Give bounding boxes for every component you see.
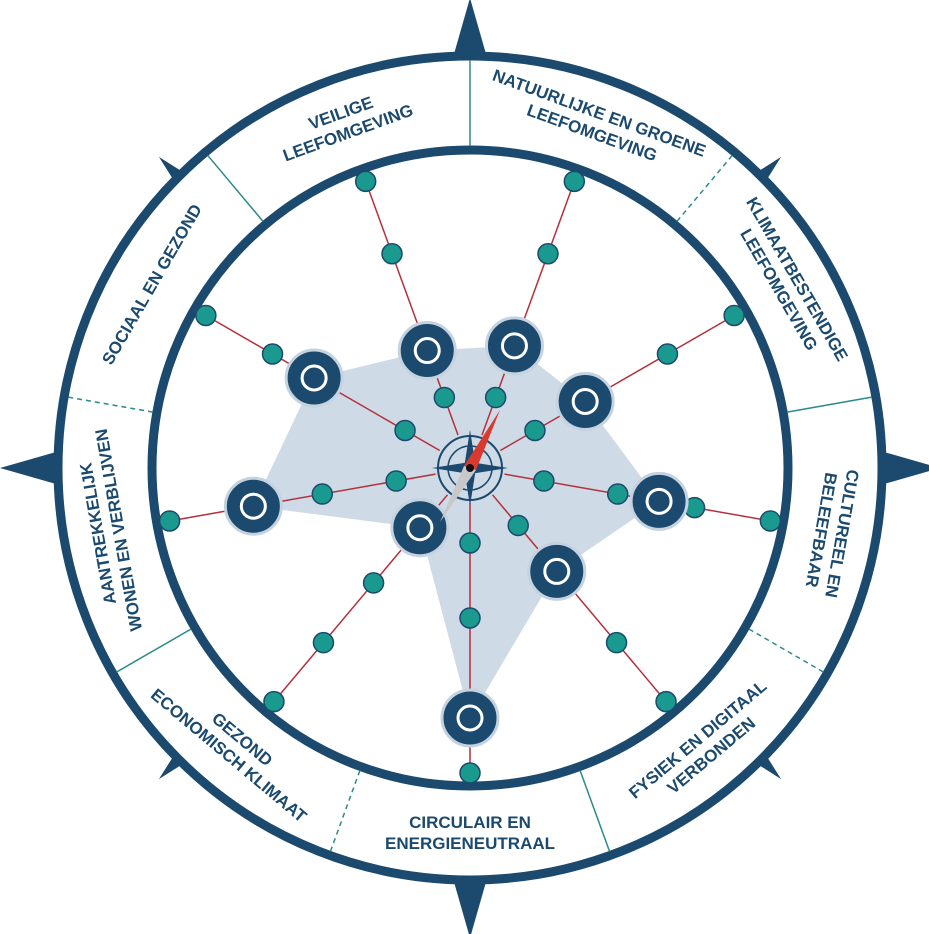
spoke-dot [459,762,481,784]
sector-divider [579,770,611,852]
theme-icon [223,476,283,536]
theme-icon [555,372,615,431]
sector-divider [207,154,264,222]
spoke-dot [605,631,628,654]
spoke-dot [723,304,745,327]
theme-icon-glyph [456,704,484,732]
spoke-dot [507,514,529,537]
spoke-dot [537,243,559,265]
center-compass [432,410,508,522]
spoke-dot [459,607,481,629]
spoke-dot [655,690,677,713]
theme-icon-glyph [645,487,673,515]
sector-dividers [68,60,872,852]
sector-label: CIRCULAIR EN ENERGIENEUTRAAL [385,813,555,853]
spoke-dot [195,304,217,327]
spoke-dot [656,343,679,365]
spoke-dot [263,690,285,713]
theme-icon-glyph [413,337,441,365]
theme-icon-glyph [406,514,434,542]
theme-icon-glyph [500,332,528,360]
spoke-dot [563,170,586,193]
theme-icon [527,541,587,601]
spoke-dot [311,483,334,505]
theme-icon [629,471,689,531]
compass-point [450,0,490,68]
sector-divider [786,396,872,413]
spoke-dot [312,631,335,654]
spoke-dot [354,170,377,193]
spoke-dot [433,386,456,409]
spoke-dot [158,510,181,532]
spoke-dot [261,343,284,365]
theme-icon-glyph [300,364,328,392]
theme-icon-glyph [543,557,571,585]
spoke-dot [533,470,555,492]
spoke-dot [394,419,416,442]
theme-icon [390,498,450,558]
theme-icon [484,316,544,376]
theme-icon [440,688,500,748]
sector-label-line: CIRCULAIR EN [409,813,531,832]
spoke-dot [381,243,403,265]
sector-label-line: ENERGIENEUTRAAL [385,834,555,853]
spokes [158,170,782,784]
theme-icon [284,348,344,408]
spoke-dot [524,419,546,442]
spoke-dot [459,532,481,554]
theme-icon [397,321,457,381]
spoke-dot [606,483,629,505]
compass-point [0,448,70,488]
sector-divider [116,628,192,673]
spoke-dot [759,510,782,532]
spoke-dot [484,386,507,409]
compass-point [450,868,490,934]
profile-area [253,345,660,718]
spoke-dot [362,572,385,594]
theme-icon-glyph [239,492,267,520]
theme-icon-glyph [571,388,599,415]
spoke-dot [385,470,407,492]
